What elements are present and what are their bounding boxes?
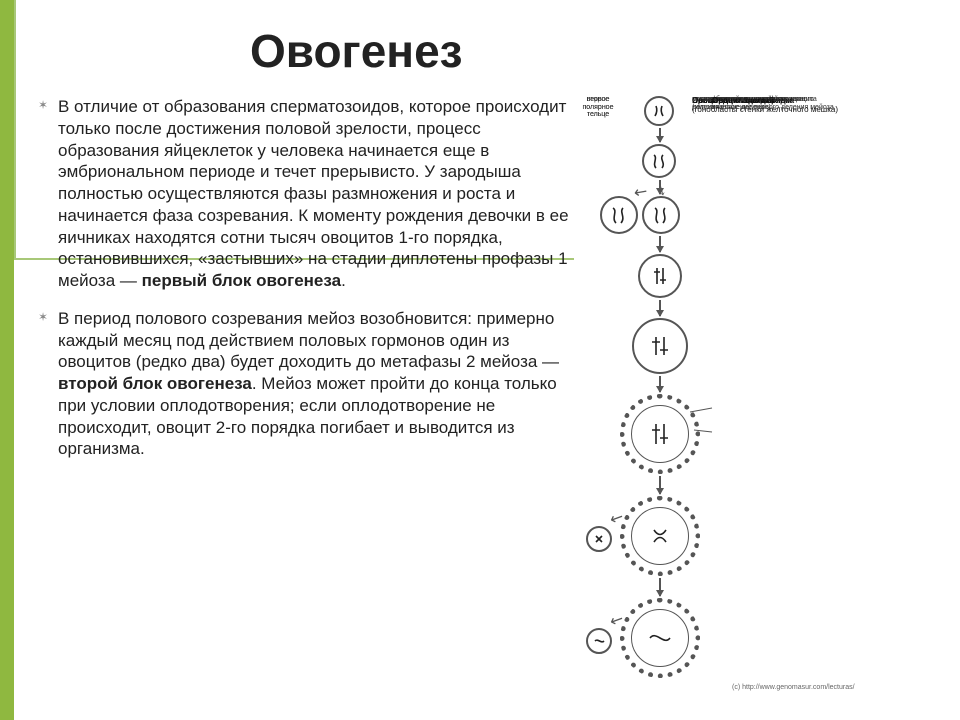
arrow-6: [659, 476, 661, 494]
slide-content: Овогенез В отличие от образования сперма…: [40, 20, 940, 700]
cell-oocyte1: [638, 254, 682, 298]
cell-primordial: [644, 96, 674, 126]
page-title: Овогенез: [250, 24, 940, 78]
oogenesis-diagram: Примордиальные клетки (гонобласты стенки…: [592, 96, 922, 696]
arrow-1: [659, 128, 661, 142]
cell-zona-inner: [631, 405, 689, 463]
text-column: В отличие от образования сперматозоидов,…: [40, 96, 580, 696]
cell-zona-outer: [620, 394, 700, 474]
p2-text-a: В период полового созревания мейоз возоб…: [58, 309, 559, 372]
label-mature: Овоцит зрелый: [712, 96, 774, 105]
cell-mature-outer: [620, 598, 700, 678]
p2-bold: второй блок овогенеза: [58, 374, 252, 393]
label-mature-text: Овоцит зрелый: [712, 96, 774, 105]
p1-bold: первый блок овогенеза: [142, 271, 341, 290]
cell-mature-inner: [631, 609, 689, 667]
arrow-3: [659, 236, 661, 252]
cell-oogonia: [642, 144, 676, 178]
p1-text-a: В отличие от образования сперматозоидов,…: [58, 97, 569, 290]
label-polar2: второе полярное тельце: [574, 96, 622, 119]
pointer-lines-1: [690, 404, 714, 444]
accent-bar: [0, 0, 14, 720]
cell-oocyte2-inner: [631, 507, 689, 565]
credit-text: (с) http://www.genomasur.com/lecturas/: [732, 684, 855, 691]
cell-polar1: [586, 526, 612, 552]
p1-text-c: .: [341, 271, 346, 290]
paragraph-2: В период полового созревания мейоз возоб…: [40, 308, 580, 460]
paragraph-1: В отличие от образования сперматозоидов,…: [40, 96, 580, 292]
arrow-5: [659, 376, 661, 392]
cell-polar2: [586, 628, 612, 654]
cell-prolif-left: [600, 196, 638, 234]
arrow-4: [659, 300, 661, 316]
cell-prolif-right: [642, 196, 680, 234]
arrow-7: [659, 578, 661, 596]
columns: В отличие от образования сперматозоидов,…: [40, 96, 940, 696]
diagram-column: Примордиальные клетки (гонобласты стенки…: [592, 96, 940, 696]
cell-growing: [632, 318, 688, 374]
cell-oocyte2-outer: [620, 496, 700, 576]
